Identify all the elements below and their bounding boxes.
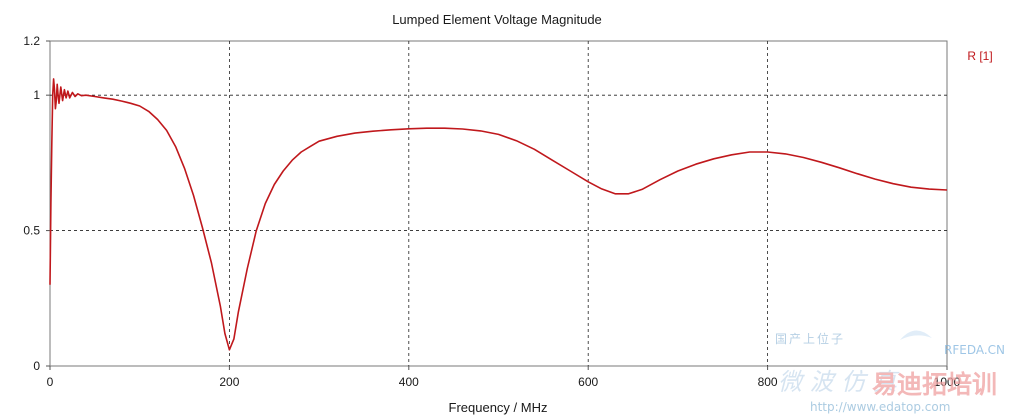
x-tick-label: 600 [578,375,598,389]
legend-series-label: R [1] [967,49,992,63]
y-tick-label: 1 [33,88,40,102]
watermark: 国产上位子 RFEDA.CN 微 波 仿 真 易迪拓培训 http://www.… [775,330,1005,414]
chart-title: Lumped Element Voltage Magnitude [392,12,602,27]
watermark-bird-icon [900,330,932,340]
y-tick-label: 0 [33,359,40,373]
series-line-0 [49,78,948,351]
y-tick-label: 0.5 [23,224,40,238]
x-tick-label: 0 [47,375,54,389]
x-tick-label: 400 [399,375,419,389]
x-tick-label: 200 [219,375,239,389]
watermark-text: 国产上位子 [775,331,845,346]
watermark-brand: RFEDA.CN [944,343,1005,357]
y-tick-label: 1.2 [23,34,40,48]
x-tick-label: 1000 [934,375,961,389]
series-layer [49,78,948,351]
watermark-url: http://www.edatop.com [810,400,950,414]
x-axis-label: Frequency / MHz [449,400,548,415]
watermark-chinese-large: 微 波 仿 真 [778,368,900,396]
x-tick-label: 800 [758,375,778,389]
plot-area-frame [49,40,948,367]
grid-lines [50,41,947,366]
tick-labels: 0 200 400 600 800 1000 0 0.5 1 1.2 [23,34,960,389]
watermark-cn-brand: 易迪拓培训 [872,370,997,399]
